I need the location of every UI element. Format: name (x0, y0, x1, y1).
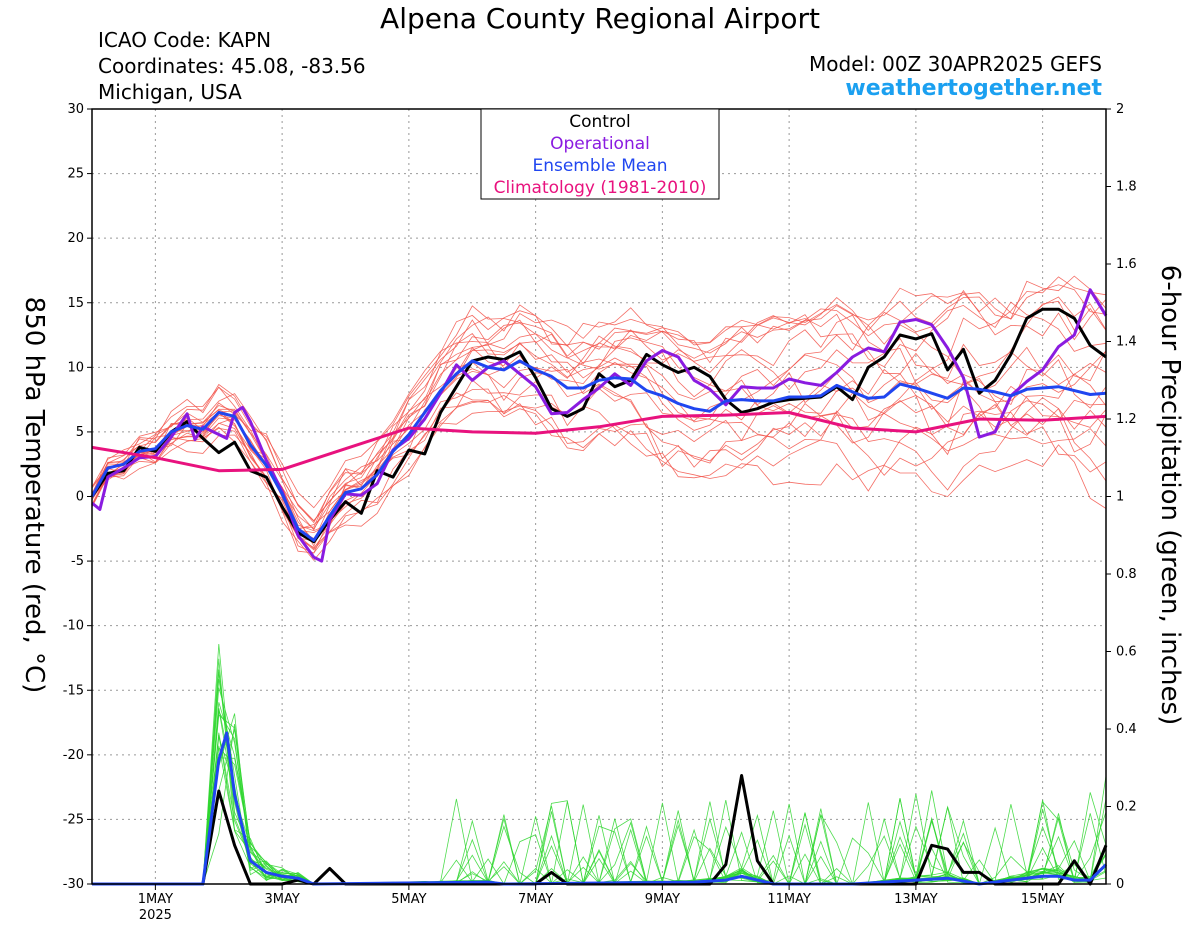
x-tick-label: 7MAY (518, 892, 553, 907)
axis-ticks: 302520151050-5-10-15-20-25-3021.81.61.41… (63, 102, 1137, 923)
ensemble-members (91, 275, 1107, 886)
x-tick-label: 13MAY (894, 892, 938, 907)
y-tick-label-left: 30 (67, 102, 84, 117)
legend-entry: Climatology (1981-2010) (494, 178, 707, 198)
y-tick-label-left: 20 (67, 231, 84, 246)
y-tick-label-left: 0 (76, 490, 84, 505)
x-tick-label: 11MAY (767, 892, 811, 907)
legend-entry: Operational (550, 134, 650, 154)
y-tick-label-right: 1.8 (1116, 180, 1137, 195)
temp-member-line (91, 284, 1107, 530)
y-tick-label-right: 0 (1116, 877, 1124, 892)
temp-member-line (91, 297, 1107, 539)
legend-box (480, 108, 720, 200)
temp-member-line (91, 276, 1107, 532)
operational-temp-line (91, 288, 1108, 563)
climatology-1981-2010-temp-line (91, 411, 1107, 473)
y-tick-label-left: 5 (76, 425, 84, 440)
plot-frame (91, 108, 1107, 885)
y-tick-label-right: 0.6 (1116, 645, 1137, 660)
temp-member-line (91, 305, 1107, 524)
temp-member-line (91, 385, 1107, 554)
legend-entry: Ensemble Mean (532, 156, 667, 176)
x-tick-label: 3MAY (264, 892, 299, 907)
chart-title: Alpena County Regional Airport (380, 2, 820, 35)
model-run: Model: 00Z 30APR2025 GEFS (809, 52, 1102, 76)
precip-member-line (92, 643, 1107, 885)
y-tick-label-right: 0.8 (1116, 567, 1137, 582)
ensemble-mean-precip-line (92, 731, 1108, 886)
legend-entry: Control (569, 112, 630, 132)
x-tick-label: 1MAY (138, 892, 173, 907)
gridlines (92, 109, 1106, 884)
y-tick-label-right: 2 (1116, 102, 1124, 117)
y-tick-label-left: -15 (63, 683, 84, 698)
y-tick-label-right: 1.6 (1116, 257, 1137, 272)
y-tick-label-left: -30 (63, 877, 84, 892)
temp-member-line (91, 333, 1107, 522)
y-tick-label-right: 1 (1116, 490, 1124, 505)
y-tick-label-right: 1.4 (1116, 335, 1137, 350)
x-tick-label: 5MAY (391, 892, 426, 907)
control-temp-line (90, 307, 1107, 544)
x-tick-label: 15MAY (1021, 892, 1065, 907)
temp-member-line (91, 304, 1107, 529)
temp-member-line (91, 373, 1107, 561)
x-tick-sublabel: 2025 (139, 908, 172, 923)
y-tick-label-left: -25 (63, 812, 84, 827)
region: Michigan, USA (98, 80, 242, 104)
y-tick-label-right: 0.4 (1116, 722, 1137, 737)
coordinates: Coordinates: 45.08, -83.56 (98, 54, 366, 78)
y-tick-label-left: 25 (67, 167, 84, 182)
series-lines (90, 288, 1108, 886)
y-tick-label-right: 1.2 (1116, 412, 1137, 427)
x-tick-label: 9MAY (645, 892, 680, 907)
ensemble-mean-temp-line (90, 359, 1107, 542)
y-tick-label-right: 0.2 (1116, 800, 1137, 815)
y-tick-label-left: 15 (67, 296, 84, 311)
site-link[interactable]: weathertogether.net (845, 76, 1102, 101)
temp-member-line (91, 289, 1107, 534)
icao-code: ICAO Code: KAPN (98, 28, 272, 52)
y-tick-label-left: -10 (63, 619, 84, 634)
y-tick-label-left: -5 (71, 554, 84, 569)
y-tick-label-left: 10 (67, 360, 84, 375)
y-tick-label-left: -20 (63, 748, 84, 763)
temp-member-line (91, 379, 1107, 551)
precip-member-line (92, 702, 1107, 885)
